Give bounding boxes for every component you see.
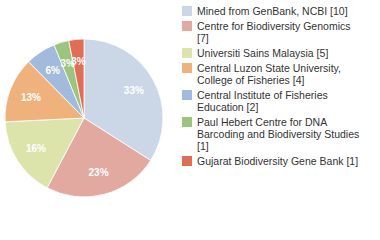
legend-swatch [182,90,192,100]
legend-label: Mined from GenBank, NCBI [10] [197,5,348,17]
legend-label: Central Institute of FisheriesEducation … [197,89,328,113]
data-label: 16% [26,143,46,154]
legend-swatch [182,6,192,16]
chart: 33%23%16%13%6%3%3%Mined from GenBank, NC… [0,0,380,240]
legend-swatch [182,117,192,127]
legend-label: Centre for Biodiversity Genomics[7] [197,20,350,44]
data-label: 23% [89,167,109,178]
data-label: 33% [124,85,144,96]
data-labels: 33%23%16%13%6%3%3% [21,56,144,179]
legend-label: Universiti Sains Malaysia [5] [197,47,328,59]
pie-slice [5,118,84,188]
legend-swatch [182,156,192,166]
legend-label: Paul Hebert Centre for DNABarcoding and … [197,116,359,152]
legend-label: Central Luzon State University,College o… [197,62,341,86]
legend-swatch [182,48,192,58]
data-label: 3% [71,56,86,67]
data-label: 13% [21,92,41,103]
legend-swatch [182,21,192,31]
legend: Mined from GenBank, NCBI [10] Centre for … [182,5,359,167]
slices [5,39,163,197]
data-label: 6% [45,65,60,76]
pie-slice [69,39,84,118]
legend-swatch [182,63,192,73]
legend-label: Gujarat Biodiversity Gene Bank [1] [197,155,358,167]
